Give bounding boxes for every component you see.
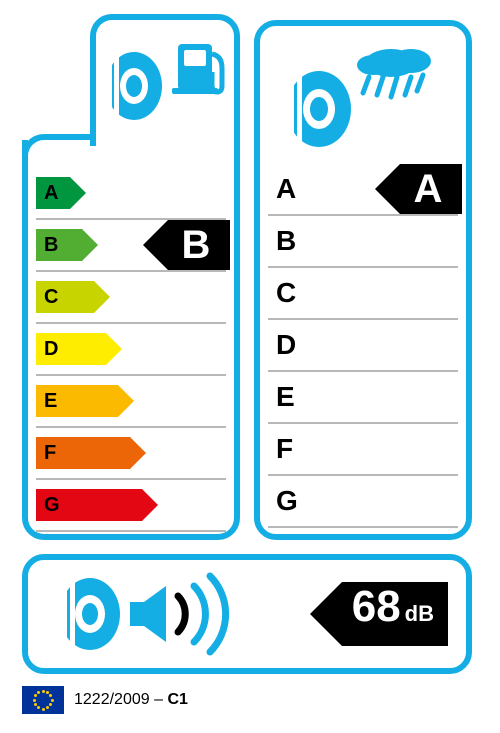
regulation-text: 1222/2009 – C1 <box>74 691 188 709</box>
wet-rating-arrow: A <box>400 164 462 214</box>
wet-grade-scale: AA BCDEFG <box>268 166 458 524</box>
fuel-grade-bar: F <box>36 437 130 469</box>
fuel-grade-bar: B <box>36 229 82 261</box>
fuel-grade-bar: C <box>36 281 94 313</box>
footer: 1222/2009 – C1 <box>22 686 478 714</box>
fuel-grade-bar: D <box>36 333 106 365</box>
noise-unit: dB <box>405 601 434 627</box>
fuel-grade-row: E <box>36 378 226 424</box>
wet-grade-row: F <box>268 426 458 472</box>
separator-line <box>268 266 458 268</box>
separator-line <box>268 318 458 320</box>
top-row: ABBCDEFG <box>22 20 478 540</box>
wet-grade-letter: A <box>268 173 296 205</box>
wet-grade-letter: C <box>268 277 296 309</box>
fuel-grade-row: G <box>36 482 226 528</box>
wet-grade-letter: B <box>268 225 296 257</box>
fuel-grade-letter: D <box>44 338 58 361</box>
separator-line <box>268 422 458 424</box>
fuel-grade-row: D <box>36 326 226 372</box>
separator-line <box>268 526 458 528</box>
regulation-number: 1222/2009 <box>74 691 150 708</box>
wet-grade-letter: G <box>268 485 298 517</box>
fuel-grade-scale: A BB C D E F G <box>36 170 226 528</box>
separator-line <box>268 370 458 372</box>
noise-value: 68 <box>352 582 401 632</box>
wet-grade-row: G <box>268 478 458 524</box>
regulation-class: C1 <box>167 691 187 708</box>
fuel-grade-letter: G <box>44 494 60 517</box>
eu-flag-icon <box>22 686 64 714</box>
tyre-label: ABBCDEFG <box>0 0 500 733</box>
fuel-grade-row: F <box>36 430 226 476</box>
wet-grip-panel: AABCDEFG <box>254 20 472 540</box>
separator-line <box>36 270 226 272</box>
fuel-panel-tab <box>90 14 240 146</box>
wet-grade-row: AA <box>268 166 458 212</box>
fuel-grade-letter: C <box>44 286 58 309</box>
separator-line <box>36 374 226 376</box>
fuel-efficiency-icon <box>96 28 234 128</box>
fuel-grade-letter: A <box>44 182 58 205</box>
separator-line <box>36 322 226 324</box>
fuel-grade-bar: A <box>36 177 70 209</box>
fuel-grade-row: A <box>36 170 226 216</box>
fuel-grade-letter: E <box>44 390 57 413</box>
wet-grip-icon <box>260 26 466 156</box>
separator-line <box>36 530 226 532</box>
wet-grade-letter: E <box>268 381 295 413</box>
separator-line <box>268 474 458 476</box>
fuel-grade-letter: B <box>44 234 58 257</box>
noise-icon <box>46 566 256 662</box>
separator-line <box>36 426 226 428</box>
fuel-grade-row: C <box>36 274 226 320</box>
wet-grade-row: E <box>268 374 458 420</box>
separator-line <box>268 214 458 216</box>
fuel-grade-bar: E <box>36 385 118 417</box>
separator-line <box>36 478 226 480</box>
noise-value-arrow: 68 dB <box>342 582 448 646</box>
noise-panel: 68 dB <box>22 554 472 674</box>
wet-grade-letter: F <box>268 433 293 465</box>
wet-grade-letter: D <box>268 329 296 361</box>
wet-grade-row: C <box>268 270 458 316</box>
wet-grade-row: D <box>268 322 458 368</box>
fuel-rating-arrow: B <box>168 220 230 270</box>
fuel-grade-row: BB <box>36 222 226 268</box>
fuel-grade-letter: F <box>44 442 56 465</box>
fuel-efficiency-panel: ABBCDEFG <box>22 140 240 540</box>
fuel-grade-bar: G <box>36 489 142 521</box>
wet-grade-row: B <box>268 218 458 264</box>
